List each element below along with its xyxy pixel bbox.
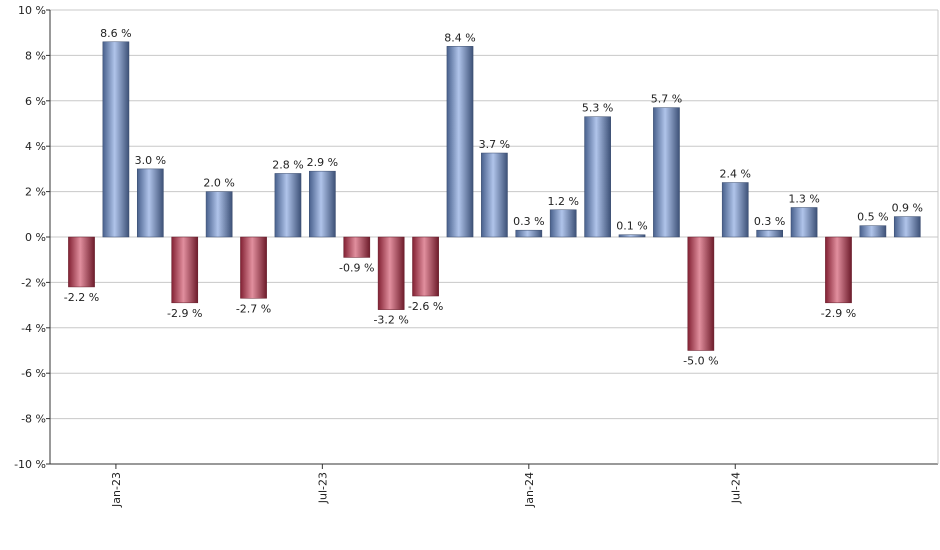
y-tick-label: -2 % (21, 276, 46, 289)
bar (515, 229, 543, 238)
y-tick-label: -4 % (21, 322, 46, 335)
bar (446, 46, 474, 238)
x-tick-label: Jan-23 (110, 472, 123, 508)
bar (377, 236, 405, 310)
value-label: 2.4 % (720, 168, 751, 181)
value-label: -2.9 % (167, 307, 202, 320)
value-label: 5.7 % (651, 93, 682, 106)
bar (549, 209, 577, 238)
value-label: 2.9 % (307, 156, 338, 169)
value-label: -2.6 % (408, 300, 443, 313)
bar (205, 191, 233, 238)
bar (687, 236, 715, 351)
y-tick-label: 10 % (18, 4, 46, 17)
y-tick-label: 8 % (25, 49, 46, 62)
value-label: 0.3 % (513, 215, 544, 228)
x-tick-label: Jan-24 (523, 472, 536, 508)
y-tick-label: -6 % (21, 367, 46, 380)
value-label: 3.7 % (479, 138, 510, 151)
bar (756, 229, 783, 238)
bar (240, 236, 267, 299)
value-label: -2.2 % (64, 291, 99, 304)
value-label: 3.0 % (135, 154, 166, 167)
value-label: 1.3 % (788, 192, 819, 205)
bar (343, 236, 371, 258)
bar (790, 207, 818, 238)
x-tick-label: Jul-24 (729, 472, 742, 504)
value-label: 8.6 % (100, 27, 131, 40)
value-label: -5.0 % (683, 355, 718, 368)
value-label: 0.3 % (754, 215, 785, 228)
bar (825, 236, 852, 304)
y-tick-label: 2 % (25, 186, 46, 199)
bar (102, 41, 130, 238)
value-label: 8.4 % (444, 31, 475, 44)
bar (721, 182, 749, 238)
value-label: 2.0 % (203, 177, 234, 190)
y-tick-label: -10 % (14, 458, 46, 471)
value-label: 0.9 % (892, 202, 923, 215)
bar (481, 152, 508, 238)
value-label: -3.2 % (373, 314, 408, 327)
y-tick-label: -8 % (21, 413, 46, 426)
bar (171, 236, 199, 304)
value-label: -0.9 % (339, 261, 374, 274)
value-label: -2.9 % (821, 307, 856, 320)
value-label: 0.1 % (616, 220, 647, 233)
bar (68, 236, 95, 288)
y-tick-label: 4 % (25, 140, 46, 153)
bar (893, 216, 921, 238)
bar (412, 236, 439, 297)
bar (136, 168, 164, 238)
y-tick-label: 6 % (25, 95, 46, 108)
bar (859, 225, 887, 238)
bar (309, 170, 336, 238)
value-label: 5.3 % (582, 102, 613, 115)
y-tick-label: 0 % (25, 231, 46, 244)
bar (584, 116, 611, 238)
bar (618, 234, 646, 238)
bar (653, 107, 680, 238)
value-label: 1.2 % (547, 195, 578, 208)
value-label: 2.8 % (272, 158, 303, 171)
bar (274, 173, 302, 238)
x-tick-label: Jul-23 (316, 472, 329, 504)
value-label: 0.5 % (857, 211, 888, 224)
value-label: -2.7 % (236, 302, 271, 315)
